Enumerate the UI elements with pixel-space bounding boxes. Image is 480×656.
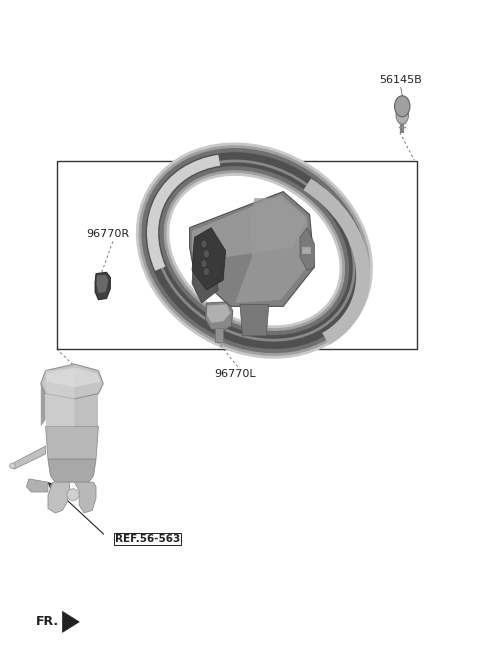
Polygon shape xyxy=(192,195,307,257)
Text: 56145B: 56145B xyxy=(379,75,422,85)
Polygon shape xyxy=(205,302,233,331)
Text: 96770R: 96770R xyxy=(86,230,130,239)
Polygon shape xyxy=(207,304,230,323)
Polygon shape xyxy=(95,272,110,300)
Bar xyxy=(302,247,311,254)
Polygon shape xyxy=(41,364,103,399)
Polygon shape xyxy=(240,304,269,336)
Polygon shape xyxy=(48,482,70,513)
Polygon shape xyxy=(235,198,310,303)
Polygon shape xyxy=(11,446,46,469)
Polygon shape xyxy=(46,371,98,426)
Polygon shape xyxy=(190,192,314,306)
Bar xyxy=(215,328,223,342)
Polygon shape xyxy=(74,482,96,513)
Polygon shape xyxy=(46,426,98,459)
Polygon shape xyxy=(48,459,96,482)
Polygon shape xyxy=(46,369,74,426)
Polygon shape xyxy=(192,244,218,303)
Ellipse shape xyxy=(67,489,79,501)
Circle shape xyxy=(204,250,209,258)
Polygon shape xyxy=(96,275,108,293)
Polygon shape xyxy=(26,479,48,492)
Circle shape xyxy=(395,96,410,117)
Text: 56110: 56110 xyxy=(192,151,226,161)
Polygon shape xyxy=(300,228,314,270)
Ellipse shape xyxy=(10,463,15,468)
Polygon shape xyxy=(62,611,79,632)
Circle shape xyxy=(204,268,209,276)
Polygon shape xyxy=(41,371,46,426)
Text: REF.56-563: REF.56-563 xyxy=(115,534,180,544)
Polygon shape xyxy=(47,367,101,387)
Circle shape xyxy=(201,240,207,248)
Polygon shape xyxy=(192,228,226,290)
Bar xyxy=(57,161,417,349)
Circle shape xyxy=(201,260,207,268)
Circle shape xyxy=(396,107,408,124)
Text: FR.: FR. xyxy=(36,615,59,628)
Text: 96770L: 96770L xyxy=(215,369,256,379)
